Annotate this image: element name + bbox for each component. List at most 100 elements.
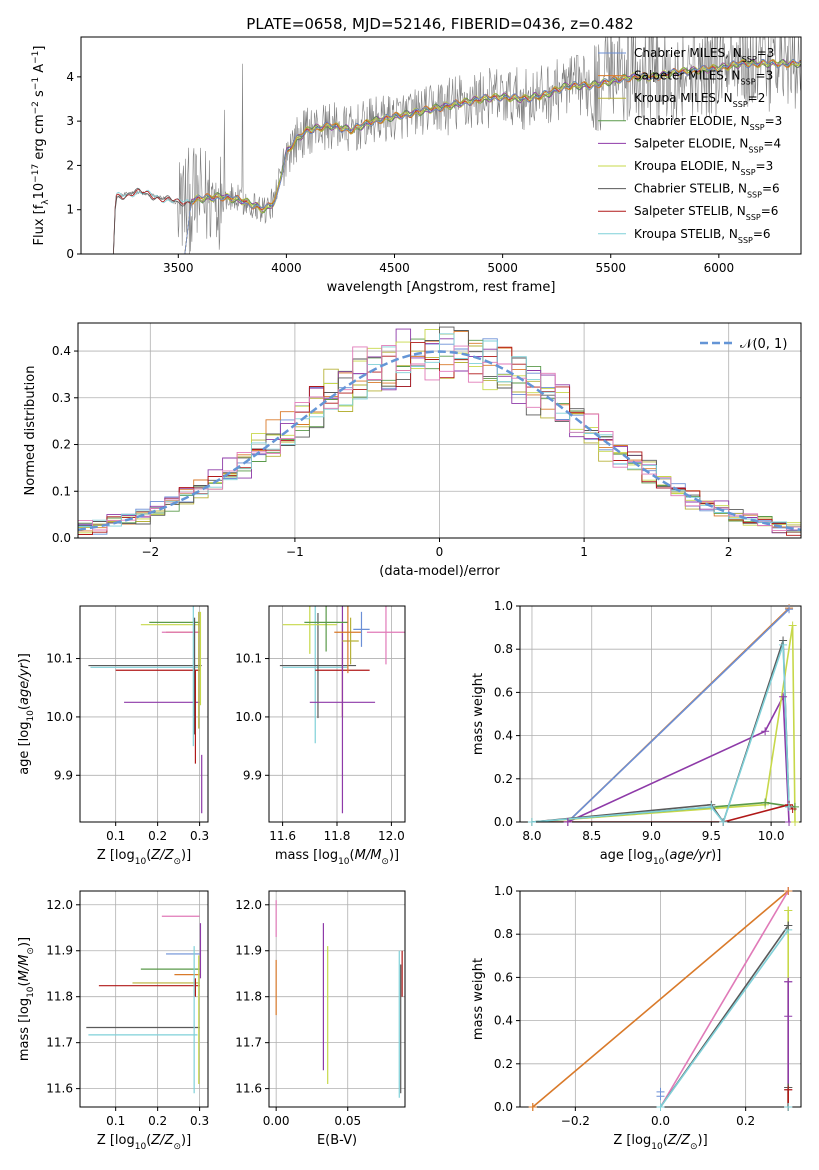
x-axis-label: age [log10(age/yr)] (600, 848, 722, 867)
y-tick-label: 0.0 (494, 815, 513, 829)
label-part: SSP (741, 77, 756, 86)
x-tick-label: 10.0 (758, 829, 785, 843)
y-tick-label: 12.0 (46, 898, 73, 912)
label-part: s (32, 90, 47, 101)
y-tick-label: 0.0 (52, 531, 71, 545)
axes-frame (80, 36, 802, 255)
label-part: )] (181, 1133, 191, 1148)
axes-frame (79, 890, 209, 1108)
x-tick-label: 11.8 (324, 829, 351, 843)
label-part: =2 (748, 91, 766, 105)
histogram-step-9 (78, 344, 801, 531)
label-part: Kroupa STELIB, N (634, 227, 738, 241)
x-tick-label: 4500 (379, 261, 410, 275)
axes-frame (79, 605, 209, 823)
weight-line-1 (567, 608, 790, 822)
label-part: SSP (733, 100, 748, 109)
plus-marker (785, 802, 794, 811)
label-part: )] (17, 937, 32, 947)
label-part: =6 (762, 182, 780, 196)
y-tick-label: 3 (66, 114, 74, 128)
axes-mass_vs_ebv: 0.00 0.05 11.6 11.7 11.8 11.9 12.0 E(B-V) (235, 890, 406, 1148)
axes-frame (268, 890, 406, 1108)
label-part: ⊙ (173, 1142, 181, 1152)
y-tick-label: 1.0 (494, 884, 513, 898)
legend-entry: Salpeter STELIB, NSSP=6 (634, 204, 778, 222)
x-axis-label: mass [log10(M/M⊙)] (275, 848, 399, 867)
label-part: SSP (747, 190, 762, 199)
y-tick-label: 0.3 (52, 391, 71, 405)
x-axis-label: Z [log10(Z/Z⊙)] (97, 1133, 191, 1152)
y-tick-label: 0.2 (494, 772, 513, 786)
x-tick-label: −1 (286, 545, 304, 559)
plot-area-mass_vs_ebv (275, 900, 403, 1098)
x-axis-label: Z [log10(Z/Z⊙)] (97, 848, 191, 867)
label-part: SSP (738, 235, 753, 244)
label-part: )] (698, 1133, 708, 1148)
plot-area-mass_vs_Z (86, 915, 202, 1094)
y-tick-label: 0.4 (52, 344, 71, 358)
axes-age_vs_Z: 0.1 0.2 0.39.910.010.1Z [log10(Z/Z⊙)]age [… (17, 605, 209, 867)
label-part: ⊙ (173, 857, 181, 867)
label-part: age/yr (17, 662, 32, 705)
y-tick-label: 9.9 (243, 768, 262, 782)
x-tick-label: 9.5 (702, 829, 721, 843)
y-tick-label: 0 (66, 247, 74, 261)
y-axis-label: Flux [fλ10−17 erg cm−2 s−1 A−1] (31, 46, 51, 246)
x-tick-label: 0.2 (736, 1114, 755, 1128)
y-tick-label: 4 (66, 70, 74, 84)
label-part: SSP (748, 145, 763, 154)
label-part: A (32, 64, 47, 77)
label-part: =4 (763, 136, 781, 150)
x-tick-label: 3500 (163, 261, 194, 275)
label-part: )] (389, 848, 399, 863)
label-part: ] (32, 46, 47, 51)
x-tick-label: 0.3 (190, 829, 209, 843)
plus-marker (707, 802, 716, 811)
label-part: ( (664, 848, 669, 863)
label-part: =6 (761, 204, 779, 218)
label-part: ( (17, 981, 32, 986)
x-tick-label: 0.1 (106, 1114, 125, 1128)
figure-title: PLATE=0658, MJD=52146, FIBERID=0436, z=0… (246, 15, 633, 33)
observed-spectrum-line (113, 37, 801, 254)
label-part: age [log (17, 722, 32, 775)
plus-marker (784, 1103, 793, 1111)
label-part: Z/Z (150, 1133, 174, 1148)
label-part: 10 (653, 857, 665, 867)
y-tick-label: 11.6 (46, 1082, 73, 1096)
grid-mass_vs_Z (80, 891, 208, 1107)
plus-marker (528, 1103, 537, 1111)
label-part: Salpeter MILES, N (634, 69, 741, 83)
label-part: −17 (31, 164, 41, 183)
plus-marker (784, 887, 793, 895)
x-tick-label: 0.00 (263, 1114, 290, 1128)
axes-frame (77, 322, 802, 539)
label-part: SSP (746, 213, 761, 222)
weight-line-2 (567, 693, 790, 822)
label-part: −2 (31, 101, 41, 114)
x-tick-label: 4000 (271, 261, 302, 275)
label-part: )] (711, 848, 721, 863)
label-part: Chabrier ELODIE, N (634, 114, 750, 128)
label-part: 10 (26, 710, 36, 722)
plus-marker (563, 818, 572, 826)
x-axis-label: (data-model)/error (379, 564, 500, 579)
grid-mass_vs_ebv (269, 891, 405, 1107)
y-tick-label: 0.4 (494, 1014, 513, 1028)
legend-entry: Kroupa ELODIE, NSSP=3 (634, 159, 773, 177)
y-tick-label: 1.0 (494, 599, 513, 613)
y-tick-label: 0.8 (494, 642, 513, 656)
label-part: age/yr (669, 848, 712, 863)
label-part: 10 (338, 857, 350, 867)
label-part: Z [log (613, 1133, 651, 1148)
y-axis-label: age [log10(age/yr)] (17, 653, 36, 775)
plot-area-age_vs_Z (88, 606, 203, 814)
y-tick-label: 10.0 (235, 710, 262, 724)
plot-area-massweight_vs_age (531, 607, 796, 822)
legend-entry: Salpeter MILES, NSSP=3 (634, 69, 773, 87)
plot-area-residuals (78, 326, 801, 536)
x-tick-label: 2 (725, 545, 733, 559)
